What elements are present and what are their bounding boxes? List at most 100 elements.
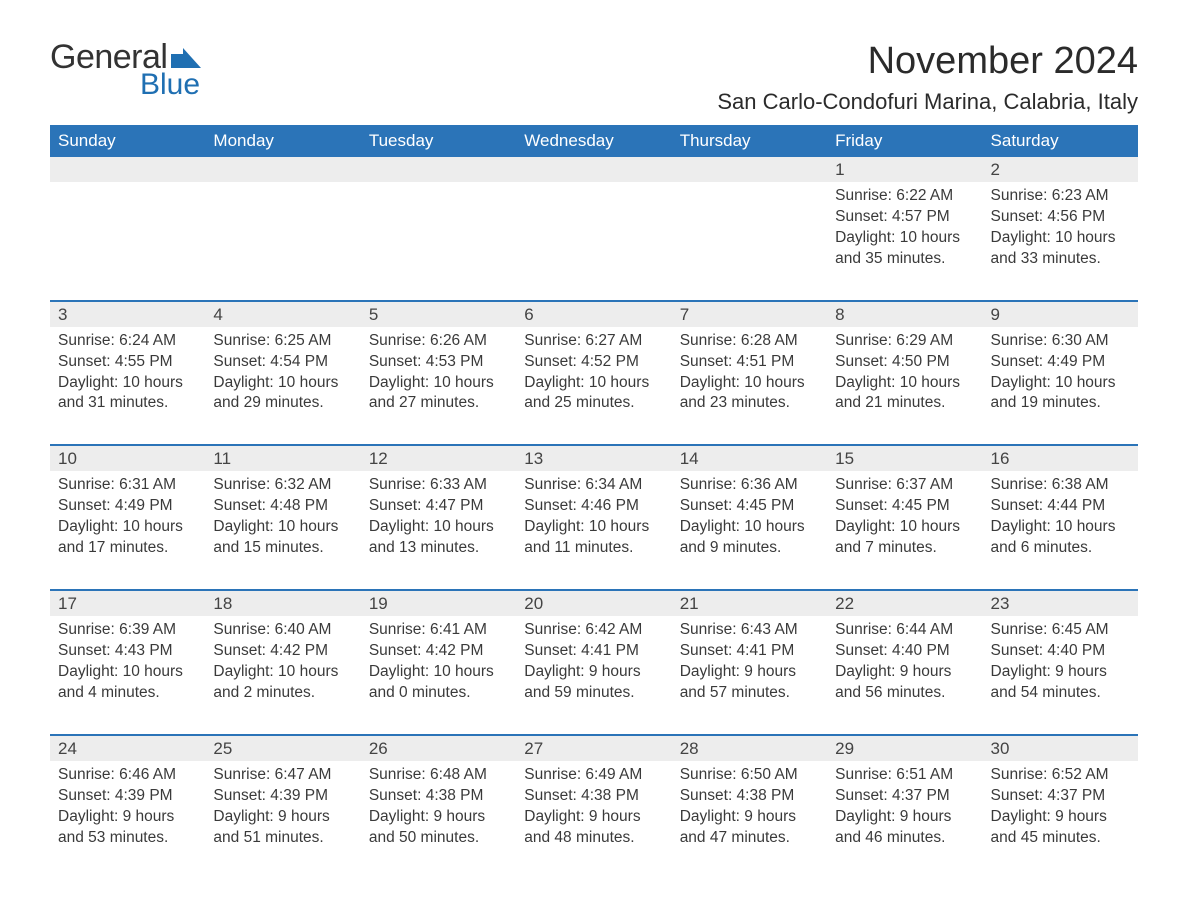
day-detail-cell: Sunrise: 6:38 AMSunset: 4:44 PMDaylight:… xyxy=(983,471,1138,590)
sunset-line: Sunset: 4:39 PM xyxy=(213,786,352,807)
day-number-cell: 27 xyxy=(516,736,671,761)
sunrise-line: Sunrise: 6:26 AM xyxy=(369,331,508,352)
sunset-line: Sunset: 4:40 PM xyxy=(991,641,1130,662)
day-number-cell: 29 xyxy=(827,736,982,761)
day-detail-row: Sunrise: 6:31 AMSunset: 4:49 PMDaylight:… xyxy=(50,471,1138,590)
daylight-line: Daylight: 9 hours and 47 minutes. xyxy=(680,807,819,849)
sunset-line: Sunset: 4:53 PM xyxy=(369,352,508,373)
sunrise-line: Sunrise: 6:41 AM xyxy=(369,620,508,641)
sunset-line: Sunset: 4:41 PM xyxy=(524,641,663,662)
day-number-cell: 8 xyxy=(827,302,982,327)
daylight-line: Daylight: 10 hours and 11 minutes. xyxy=(524,517,663,559)
day-number-cell: 15 xyxy=(827,446,982,471)
day-detail-cell xyxy=(361,182,516,301)
sunrise-line: Sunrise: 6:28 AM xyxy=(680,331,819,352)
sunset-line: Sunset: 4:49 PM xyxy=(991,352,1130,373)
day-number-cell xyxy=(516,157,671,182)
day-number-cell: 22 xyxy=(827,591,982,616)
day-detail-cell: Sunrise: 6:51 AMSunset: 4:37 PMDaylight:… xyxy=(827,761,982,879)
day-detail-cell: Sunrise: 6:22 AMSunset: 4:57 PMDaylight:… xyxy=(827,182,982,301)
day-number-cell: 23 xyxy=(983,591,1138,616)
daylight-line: Daylight: 9 hours and 54 minutes. xyxy=(991,662,1130,704)
sunrise-line: Sunrise: 6:49 AM xyxy=(524,765,663,786)
daylight-line: Daylight: 9 hours and 59 minutes. xyxy=(524,662,663,704)
sunset-line: Sunset: 4:57 PM xyxy=(835,207,974,228)
day-detail-cell: Sunrise: 6:34 AMSunset: 4:46 PMDaylight:… xyxy=(516,471,671,590)
sunset-line: Sunset: 4:50 PM xyxy=(835,352,974,373)
sunrise-line: Sunrise: 6:47 AM xyxy=(213,765,352,786)
day-number-cell xyxy=(672,157,827,182)
calendar-table: SundayMondayTuesdayWednesdayThursdayFrid… xyxy=(50,125,1138,878)
sunrise-line: Sunrise: 6:36 AM xyxy=(680,475,819,496)
sunrise-line: Sunrise: 6:44 AM xyxy=(835,620,974,641)
day-detail-cell: Sunrise: 6:25 AMSunset: 4:54 PMDaylight:… xyxy=(205,327,360,446)
day-number-cell: 4 xyxy=(205,302,360,327)
sunrise-line: Sunrise: 6:52 AM xyxy=(991,765,1130,786)
sunset-line: Sunset: 4:47 PM xyxy=(369,496,508,517)
day-number-cell: 9 xyxy=(983,302,1138,327)
sunset-line: Sunset: 4:38 PM xyxy=(369,786,508,807)
day-number-row: 24252627282930 xyxy=(50,736,1138,761)
day-number-cell: 11 xyxy=(205,446,360,471)
sunset-line: Sunset: 4:42 PM xyxy=(213,641,352,662)
logo: General Blue xyxy=(50,40,203,100)
daylight-line: Daylight: 10 hours and 13 minutes. xyxy=(369,517,508,559)
day-detail-cell: Sunrise: 6:45 AMSunset: 4:40 PMDaylight:… xyxy=(983,616,1138,735)
day-detail-row: Sunrise: 6:46 AMSunset: 4:39 PMDaylight:… xyxy=(50,761,1138,879)
sunrise-line: Sunrise: 6:32 AM xyxy=(213,475,352,496)
sunrise-line: Sunrise: 6:43 AM xyxy=(680,620,819,641)
sunrise-line: Sunrise: 6:37 AM xyxy=(835,475,974,496)
day-number-cell: 21 xyxy=(672,591,827,616)
sunrise-line: Sunrise: 6:22 AM xyxy=(835,186,974,207)
day-detail-cell: Sunrise: 6:42 AMSunset: 4:41 PMDaylight:… xyxy=(516,616,671,735)
day-detail-row: Sunrise: 6:22 AMSunset: 4:57 PMDaylight:… xyxy=(50,182,1138,301)
sunset-line: Sunset: 4:54 PM xyxy=(213,352,352,373)
day-detail-row: Sunrise: 6:39 AMSunset: 4:43 PMDaylight:… xyxy=(50,616,1138,735)
sunset-line: Sunset: 4:48 PM xyxy=(213,496,352,517)
sunset-line: Sunset: 4:55 PM xyxy=(58,352,197,373)
sunrise-line: Sunrise: 6:24 AM xyxy=(58,331,197,352)
day-detail-cell: Sunrise: 6:40 AMSunset: 4:42 PMDaylight:… xyxy=(205,616,360,735)
day-number-cell: 13 xyxy=(516,446,671,471)
day-detail-cell: Sunrise: 6:48 AMSunset: 4:38 PMDaylight:… xyxy=(361,761,516,879)
day-number-cell xyxy=(205,157,360,182)
daylight-line: Daylight: 10 hours and 35 minutes. xyxy=(835,228,974,270)
day-number-cell: 16 xyxy=(983,446,1138,471)
day-detail-cell: Sunrise: 6:24 AMSunset: 4:55 PMDaylight:… xyxy=(50,327,205,446)
day-detail-cell: Sunrise: 6:29 AMSunset: 4:50 PMDaylight:… xyxy=(827,327,982,446)
sunset-line: Sunset: 4:42 PM xyxy=(369,641,508,662)
sunset-line: Sunset: 4:43 PM xyxy=(58,641,197,662)
daylight-line: Daylight: 10 hours and 17 minutes. xyxy=(58,517,197,559)
day-number-cell: 5 xyxy=(361,302,516,327)
day-number-cell: 25 xyxy=(205,736,360,761)
day-detail-cell: Sunrise: 6:28 AMSunset: 4:51 PMDaylight:… xyxy=(672,327,827,446)
weekday-header: Tuesday xyxy=(361,125,516,157)
sunset-line: Sunset: 4:52 PM xyxy=(524,352,663,373)
day-number-cell: 7 xyxy=(672,302,827,327)
daylight-line: Daylight: 9 hours and 53 minutes. xyxy=(58,807,197,849)
day-detail-cell: Sunrise: 6:39 AMSunset: 4:43 PMDaylight:… xyxy=(50,616,205,735)
day-number-cell: 17 xyxy=(50,591,205,616)
daylight-line: Daylight: 9 hours and 51 minutes. xyxy=(213,807,352,849)
daylight-line: Daylight: 10 hours and 21 minutes. xyxy=(835,373,974,415)
day-number-cell xyxy=(50,157,205,182)
weekday-header: Wednesday xyxy=(516,125,671,157)
sunset-line: Sunset: 4:45 PM xyxy=(680,496,819,517)
sunset-line: Sunset: 4:40 PM xyxy=(835,641,974,662)
day-detail-cell: Sunrise: 6:26 AMSunset: 4:53 PMDaylight:… xyxy=(361,327,516,446)
day-number-row: 17181920212223 xyxy=(50,591,1138,616)
day-number-cell: 12 xyxy=(361,446,516,471)
day-detail-cell: Sunrise: 6:23 AMSunset: 4:56 PMDaylight:… xyxy=(983,182,1138,301)
daylight-line: Daylight: 9 hours and 46 minutes. xyxy=(835,807,974,849)
day-number-cell: 20 xyxy=(516,591,671,616)
sunrise-line: Sunrise: 6:27 AM xyxy=(524,331,663,352)
day-number-row: 3456789 xyxy=(50,302,1138,327)
day-number-cell: 30 xyxy=(983,736,1138,761)
sunrise-line: Sunrise: 6:51 AM xyxy=(835,765,974,786)
weekday-header: Friday xyxy=(827,125,982,157)
sunrise-line: Sunrise: 6:42 AM xyxy=(524,620,663,641)
day-number-row: 10111213141516 xyxy=(50,446,1138,471)
sunset-line: Sunset: 4:39 PM xyxy=(58,786,197,807)
day-number-cell: 10 xyxy=(50,446,205,471)
day-number-cell xyxy=(361,157,516,182)
